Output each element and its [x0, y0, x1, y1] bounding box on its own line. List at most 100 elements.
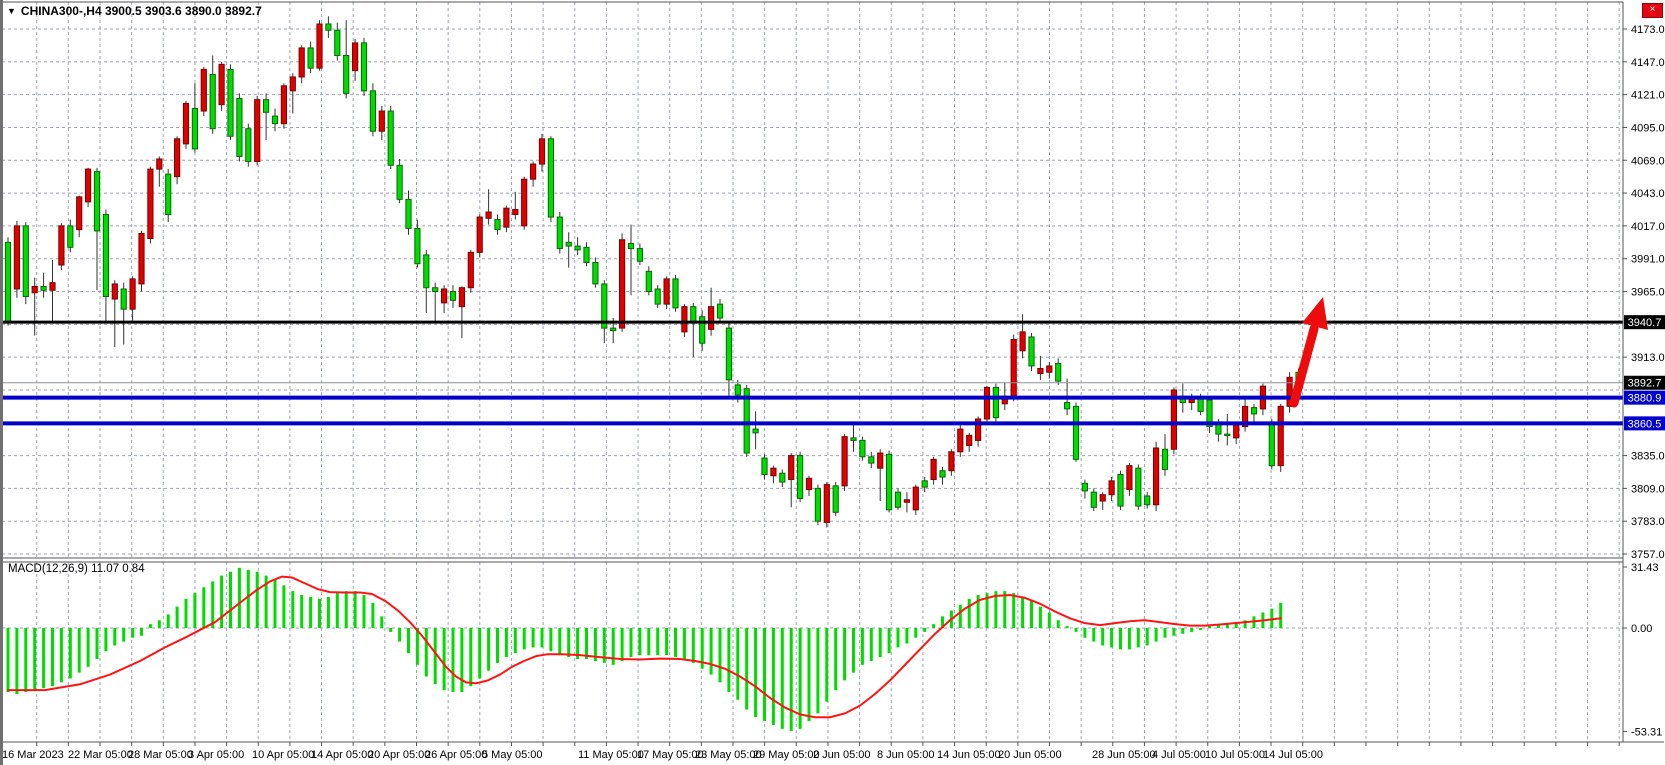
candle-bear	[725, 327, 732, 381]
symbol-ohlc-text: CHINA300-,H4 3900.5 3903.6 3890.0 3892.7	[20, 4, 262, 18]
price-badge	[1624, 416, 1665, 431]
time-tick-label: 28 Jun 05:00	[1092, 749, 1156, 761]
candle-bear	[1055, 362, 1062, 382]
candle-bull	[58, 225, 65, 266]
candle-bull	[912, 486, 919, 511]
candle-bull	[111, 283, 118, 300]
time-tick-label: 4 Jul 05:00	[1152, 749, 1206, 761]
candle-bear	[636, 248, 643, 262]
candle-bull	[49, 282, 56, 291]
time-tick-label: 14 Jun 05:00	[937, 749, 1001, 761]
candle-bull	[316, 23, 323, 69]
price-badge-label: 3880.9	[1628, 393, 1662, 405]
arrow-shaft[interactable]	[1289, 324, 1319, 408]
horizontal-object-lines[interactable]	[2, 320, 1623, 426]
candle-bull	[805, 477, 813, 491]
candle-bear	[236, 97, 243, 157]
candle-bull	[1099, 494, 1106, 502]
candle-bear	[120, 288, 127, 310]
price-badge	[1624, 375, 1665, 390]
time-tick-label: 3 Apr 05:00	[188, 749, 244, 761]
price-badge	[1624, 315, 1665, 330]
candlestick-series	[4, 16, 1302, 528]
candle-bull	[31, 285, 38, 294]
macd-axis[interactable]: 31.43 0.00 -53.31	[1623, 562, 1662, 738]
candle-bear	[565, 241, 572, 247]
price-tick-label: 4043.0	[1631, 188, 1665, 200]
candle-bull	[930, 458, 937, 481]
candle-bear	[1072, 405, 1080, 460]
candle-bear	[716, 303, 724, 319]
candle-bear	[227, 68, 234, 137]
price-badge-label: 3940.7	[1628, 317, 1662, 329]
candle-bear	[40, 285, 47, 291]
candle-bull	[708, 306, 715, 330]
price-tick-label: 3757.0	[1631, 549, 1665, 561]
time-tick-label: 28 Mar 05:00	[128, 749, 193, 761]
price-axis[interactable]: 4173.0 4147.0 4121.0 4095.0 4069.0 4043.0 4017…	[1623, 24, 1665, 561]
candle-bear	[263, 99, 270, 113]
candle-bull	[289, 76, 296, 92]
candle-bull	[1010, 338, 1017, 397]
arrow-head-icon[interactable]	[1302, 297, 1328, 330]
candle-bear	[627, 243, 635, 250]
candle-bear	[1028, 336, 1035, 367]
candle-bull	[512, 208, 519, 216]
candle-bull	[1170, 389, 1178, 450]
candle-bear	[1117, 473, 1124, 507]
time-tick-label: 8 Jun 05:00	[877, 749, 935, 761]
macd-histogram	[6, 567, 1283, 731]
candle-bear	[886, 453, 893, 511]
price-tick-label: 4095.0	[1631, 122, 1665, 134]
candle-bear	[343, 55, 350, 94]
candle-bear	[209, 73, 216, 130]
time-tick-label: 22 Mar 05:00	[68, 749, 133, 761]
candle-bull	[503, 207, 510, 228]
candle-bear	[4, 241, 12, 323]
candle-bear	[1224, 433, 1231, 437]
candle-bull	[681, 306, 688, 333]
candle-bear	[832, 485, 839, 513]
macd-tick-label: 31.43	[1631, 562, 1659, 574]
candle-bull	[1126, 465, 1133, 491]
candle-bear	[22, 225, 29, 298]
horizontal-gridlines	[2, 28, 1623, 629]
macd-tick-label: 0.00	[1631, 623, 1652, 635]
time-tick-label: 11 May 05:00	[578, 749, 644, 761]
candle-bull	[983, 386, 991, 420]
candle-bear	[574, 245, 581, 251]
price-tick-label: 3913.0	[1631, 352, 1665, 364]
time-tick-label: 5 May 05:00	[482, 749, 543, 761]
time-tick-label: 10 Jul 05:00	[1205, 749, 1265, 761]
candle-bull	[823, 484, 830, 523]
candle-bull	[619, 239, 626, 329]
symbol-dropdown-icon[interactable]: ▼	[7, 6, 16, 16]
time-tick-label: 17 May 05:00	[637, 749, 704, 761]
candle-bear	[743, 388, 750, 454]
candle-bear	[556, 216, 563, 250]
candle-bull	[966, 434, 973, 446]
candle-bear	[850, 437, 857, 441]
candle-bear	[1250, 407, 1258, 415]
candle-bear	[325, 23, 332, 31]
candle-bear	[992, 386, 999, 419]
candle-bear	[1064, 402, 1071, 410]
candle-bull	[770, 467, 777, 477]
candle-bear	[547, 138, 554, 218]
price-tick-label: 4017.0	[1631, 221, 1665, 233]
candle-bull	[476, 216, 483, 253]
candle-bear	[814, 487, 821, 522]
candle-bear	[610, 327, 617, 332]
candle-bull	[975, 418, 982, 441]
trend-arrow-annotation[interactable]	[1289, 297, 1328, 408]
candle-bear	[797, 455, 804, 499]
time-tick-label: 14 Jul 05:00	[1263, 749, 1323, 761]
close-marker[interactable]: ×	[1642, 3, 1663, 18]
price-badge	[1624, 390, 1665, 405]
candle-bear	[645, 270, 652, 292]
candle-bear	[583, 246, 590, 263]
time-tick-label: 14 Apr 05:00	[311, 749, 373, 761]
candle-bull	[76, 196, 83, 231]
